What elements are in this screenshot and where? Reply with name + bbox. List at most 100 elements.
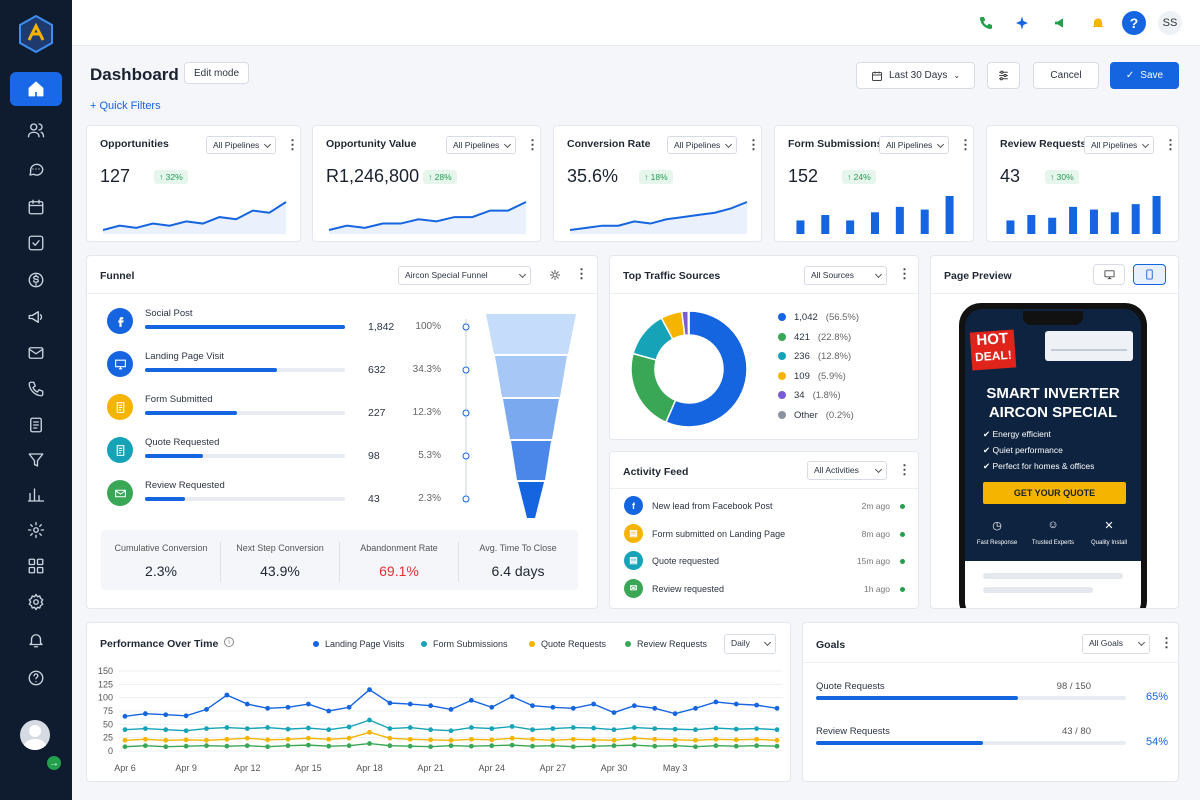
goal-percent: 65%: [1145, 691, 1168, 703]
nav-email[interactable]: [10, 336, 62, 370]
kpi-card: Conversion Rate All Pipelines ⋮ 35.6% ↑ 18%: [553, 125, 762, 242]
ai-sparkle-button[interactable]: [1010, 11, 1034, 35]
nav-reports[interactable]: [10, 408, 62, 442]
pipeline-select[interactable]: All Pipelines: [1084, 136, 1154, 154]
kpi-more-icon[interactable]: ⋮: [286, 137, 299, 152]
funnel-stage-icon: [107, 394, 133, 420]
cancel-button[interactable]: Cancel: [1033, 62, 1099, 89]
kpi-more-icon[interactable]: ⋮: [526, 137, 539, 152]
pipeline-select[interactable]: All Pipelines: [879, 136, 949, 154]
info-icon[interactable]: i: [224, 637, 234, 647]
data-point: [631, 735, 637, 741]
data-point: [265, 705, 271, 711]
traffic-source-select[interactable]: All Sources: [804, 266, 887, 285]
nav-home[interactable]: [10, 72, 62, 106]
funnel-stage-percent: 2.3%: [418, 493, 441, 504]
data-point: [244, 726, 250, 731]
data-point: [387, 726, 393, 731]
data-point: [611, 727, 617, 733]
chart-legend-item: Review Requests: [625, 639, 707, 649]
nav-payments[interactable]: [10, 263, 62, 297]
activity-more-icon[interactable]: ⋮: [898, 462, 911, 477]
legend-percent: (22.8%): [817, 331, 852, 343]
data-point: [550, 726, 556, 731]
nav-apps[interactable]: [10, 549, 62, 583]
date-range-select[interactable]: Last 30 Days ⌄: [856, 62, 975, 89]
funnel-stage-count: 98: [368, 450, 380, 462]
data-point: [346, 743, 352, 749]
data-point: [305, 742, 311, 748]
activity-filter-select[interactable]: All Activities: [807, 461, 887, 480]
nav-marketing[interactable]: [10, 300, 62, 334]
legend-count: 236: [794, 351, 810, 363]
nav-automation[interactable]: [10, 513, 62, 547]
kpi-card: Opportunities All Pipelines ⋮ 127 ↑ 32%: [86, 125, 301, 242]
sparkline-bar: [1069, 206, 1078, 234]
data-point: [672, 711, 678, 717]
funnel-stage-bar: [145, 368, 345, 372]
nav-tasks[interactable]: [10, 226, 62, 260]
pipeline-select[interactable]: All Pipelines: [206, 136, 276, 154]
traffic-donut-chart: [630, 310, 748, 428]
user-avatar[interactable]: [20, 720, 50, 750]
activity-time: 2m ago: [861, 501, 890, 511]
funnel-stage-icon: [107, 480, 133, 506]
data-point: [407, 725, 413, 730]
funnel-stage: [503, 399, 559, 439]
goals-filter-select[interactable]: All Goals: [1082, 634, 1150, 654]
data-point: [733, 701, 739, 707]
save-button[interactable]: ✓ Save: [1110, 62, 1179, 89]
kpi-more-icon[interactable]: ⋮: [747, 137, 760, 152]
mobile-view-button[interactable]: [1133, 264, 1166, 285]
nav-analytics[interactable]: [10, 478, 62, 512]
brand-logo[interactable]: [16, 14, 56, 54]
data-point: [265, 737, 271, 743]
nav-contacts[interactable]: [10, 113, 62, 147]
gear-icon[interactable]: [549, 269, 561, 281]
data-point: [265, 725, 271, 730]
kpi-change-badge: ↑ 28%: [423, 170, 457, 184]
goal-fraction: 43 / 80: [1061, 726, 1091, 737]
pipeline-select[interactable]: All Pipelines: [667, 136, 737, 154]
nav-calendar[interactable]: [10, 190, 62, 224]
sparkline-bar: [796, 220, 805, 234]
help-button[interactable]: ?: [1122, 11, 1146, 35]
legend-dot: [313, 641, 319, 647]
data-point: [163, 712, 169, 718]
data-point: [407, 743, 413, 749]
data-point: [652, 726, 658, 731]
x-tick-label: Apr 12: [234, 763, 261, 773]
announcements-button[interactable]: [1049, 11, 1073, 35]
goals-more-icon[interactable]: ⋮: [1160, 635, 1173, 650]
goal-fraction: 98 / 150: [1056, 681, 1091, 692]
kpi-more-icon[interactable]: ⋮: [959, 137, 972, 152]
nav-phone[interactable]: [10, 372, 62, 406]
nav-settings[interactable]: [10, 585, 62, 619]
kpi-more-icon[interactable]: ⋮: [1164, 137, 1177, 152]
data-point: [224, 736, 230, 742]
edit-mode-button[interactable]: Edit mode: [184, 62, 249, 84]
data-point: [611, 743, 617, 749]
legend-dot: [778, 391, 786, 400]
pipeline-select[interactable]: All Pipelines: [446, 136, 516, 154]
nav-help[interactable]: [10, 661, 62, 695]
logout-arrow-icon[interactable]: →: [47, 756, 61, 770]
interval-select[interactable]: Daily: [724, 634, 776, 654]
goals-card: Goals All Goals ⋮ Quote Requests 98 / 150…: [802, 622, 1179, 782]
nav-funnels[interactable]: [10, 443, 62, 477]
get-quote-button[interactable]: GET YOUR QUOTE: [983, 482, 1126, 504]
notifications-button[interactable]: [1086, 11, 1110, 35]
filter-settings-button[interactable]: [987, 62, 1020, 89]
donut-slice: [664, 310, 748, 428]
quick-filters-link[interactable]: + Quick Filters: [90, 100, 161, 112]
desktop-view-button[interactable]: [1093, 264, 1125, 285]
funnel-more-icon[interactable]: ⋮: [575, 266, 588, 281]
nav-conversations[interactable]: [10, 152, 62, 186]
funnel-select[interactable]: Aircon Special Funnel: [398, 266, 531, 285]
kpi-title: Review Requests: [1000, 138, 1087, 150]
user-initials-button[interactable]: SS: [1158, 11, 1182, 35]
data-point: [591, 725, 597, 731]
traffic-more-icon[interactable]: ⋮: [898, 266, 911, 281]
nav-notifications[interactable]: [10, 623, 62, 657]
phone-call-button[interactable]: [974, 11, 998, 35]
